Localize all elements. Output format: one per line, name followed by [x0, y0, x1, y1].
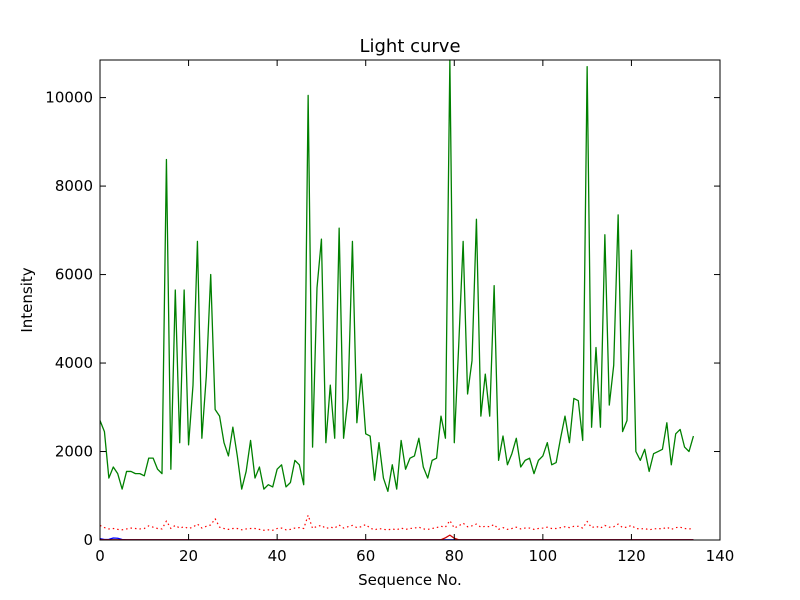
y-axis-label: Intensity: [18, 267, 36, 332]
y-tick-label: 0: [83, 531, 93, 549]
y-tick-label: 10000: [45, 89, 93, 107]
plot-frame: [99, 59, 721, 541]
y-tick-label: 4000: [55, 354, 93, 372]
y-tick-label: 8000: [55, 177, 93, 195]
x-tick-label: 60: [356, 547, 375, 565]
series-line-green: [99, 59, 695, 492]
x-tick-label: 100: [529, 547, 558, 565]
x-tick-label: 140: [706, 547, 735, 565]
x-tick-label: 40: [268, 547, 287, 565]
x-tick-label: 120: [617, 547, 646, 565]
y-tick-label: 2000: [55, 443, 93, 461]
x-tick-label: 20: [179, 547, 198, 565]
x-axis-label: Sequence No.: [358, 571, 462, 589]
x-tick-label: 0: [95, 547, 105, 565]
y-tick-label: 6000: [55, 266, 93, 284]
ticks-layer: 0 20 40 60 80 100 120 140 0 2000 4000 6000 8000 10000: [45, 60, 734, 565]
chart-title: Light curve: [359, 36, 460, 57]
x-tick-label: 80: [445, 547, 464, 565]
